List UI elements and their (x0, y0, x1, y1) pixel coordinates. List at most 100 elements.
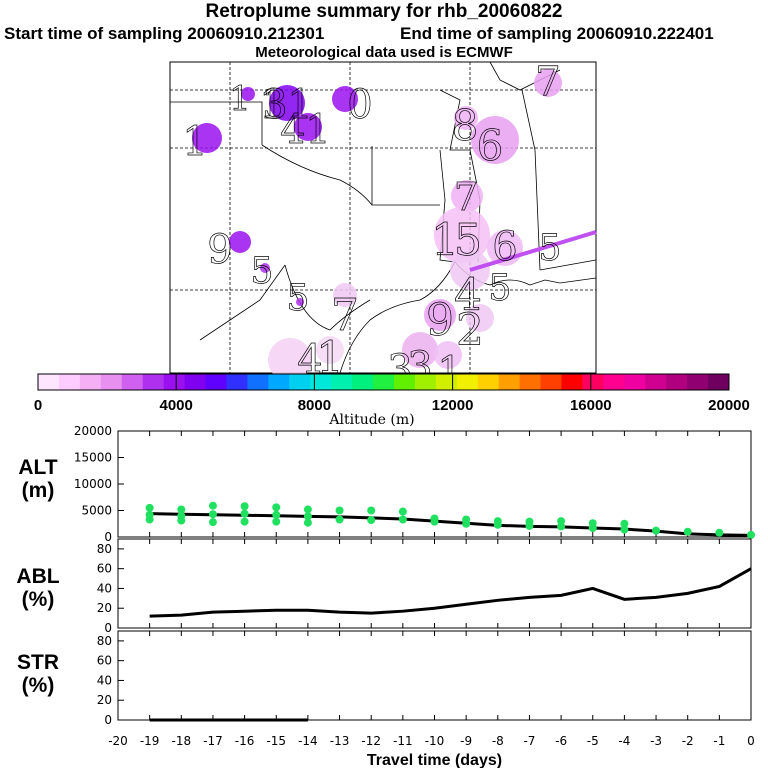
xtick-label: -19 (140, 734, 160, 748)
plume-number-label: 5 (454, 215, 482, 266)
alt-spread-point (430, 517, 439, 526)
str-ytick-label: 20 (97, 693, 112, 707)
abl-ytick-label: 20 (97, 601, 112, 615)
alt-spread-point (398, 515, 407, 524)
abl-ytick-label: 0 (104, 621, 112, 635)
colorbar-tick-label: 4000 (160, 397, 193, 414)
time-series-panels: 05000100001500020000020406080020406080-2… (74, 424, 755, 768)
alt-ytick-label: 0 (104, 530, 112, 544)
x-axis-label: Travel time (days) (367, 752, 502, 768)
alt-spread-point (208, 518, 217, 527)
start-time-label: Start time of sampling 20060910.212301 (4, 24, 325, 43)
alt-spread-point (208, 510, 217, 519)
met-data-label: Meteorological data used is ECMWF (255, 44, 513, 61)
plume-number-label: 6 (492, 224, 517, 270)
colorbar-segment (498, 374, 521, 390)
colorbar-segment (100, 374, 123, 390)
alt-spread-point (335, 515, 344, 524)
plume-circles (192, 69, 562, 382)
str-unit: (%) (21, 674, 55, 697)
colorbar-segment (226, 374, 248, 390)
plume-number-label: 5 (539, 228, 562, 269)
xtick-label: -9 (460, 734, 472, 748)
plume-number-label: 9 (207, 227, 232, 273)
alt-spread-point (588, 523, 597, 532)
alt-spread-point (493, 520, 502, 529)
colorbar-segment (352, 374, 374, 390)
plume-circle (260, 263, 270, 273)
alt-spread-point (240, 517, 249, 526)
alt-spread-point (462, 519, 471, 528)
plume-number-label: 5 (287, 278, 310, 319)
colorbar-segment (708, 374, 730, 390)
xtick-label: -10 (425, 734, 445, 748)
xtick-label: -1 (713, 734, 725, 748)
colorbar-segment (540, 374, 562, 390)
plume-circle (316, 336, 344, 364)
alt-ytick-label: 5000 (81, 504, 112, 518)
alt-spread-point (335, 506, 344, 515)
coastline (339, 261, 456, 374)
alt-spread-point (145, 503, 154, 512)
xtick-label: -13 (330, 734, 350, 748)
colorbar-segment (456, 374, 479, 390)
plume-number-label: 1 (287, 82, 312, 128)
abl-series-line (149, 567, 752, 618)
plume-number-label: 8 (452, 101, 479, 150)
alt-panel-label: ALT (m) (8, 456, 68, 502)
colorbar-segment (666, 374, 688, 390)
plume-number-label: 0 (347, 82, 372, 128)
alt-spread-point (208, 501, 217, 510)
plume-number-label: 7 (535, 59, 560, 105)
alt-spread-point (145, 515, 154, 524)
plume-circle (332, 86, 358, 112)
alt-spread-point (303, 518, 312, 527)
colorbar-segment (435, 374, 458, 390)
state-border (261, 144, 440, 206)
colorbar-segment (393, 374, 416, 390)
plume-circle (402, 332, 438, 368)
str-ytick-label: 0 (104, 713, 112, 727)
sampling-times: Start time of sampling 20060910.212301 E… (4, 24, 764, 44)
alt-spread-point (272, 503, 281, 512)
alt-spread-point (367, 506, 376, 515)
colorbar-tick-label: 0 (34, 397, 42, 414)
plume-number-label: 7 (454, 175, 478, 219)
xtick-label: 0 (747, 734, 755, 748)
xtick-label: -20 (108, 734, 128, 748)
colorbar-tick-label: 8000 (298, 397, 331, 414)
colorbar-segment (163, 374, 186, 390)
alt-series-line (149, 512, 752, 537)
plume-circle (229, 231, 251, 253)
colorbar-segment (645, 374, 667, 390)
alt-spread-point (240, 502, 249, 511)
map-frame (169, 61, 597, 374)
alt-ytick-label: 15000 (74, 451, 112, 465)
colorbar-segment (373, 374, 395, 390)
xtick-label: -3 (650, 734, 662, 748)
alt-spread-point (303, 505, 312, 514)
end-time-label: End time of sampling 20060910.222401 (400, 24, 714, 43)
xtick-label: -6 (555, 734, 567, 748)
colorbar-segment (247, 374, 269, 390)
abl-unit: (%) (21, 588, 55, 611)
alt-spread-point (525, 521, 534, 530)
alt-spread-point (620, 525, 629, 534)
abl-panel-label: ABL (%) (8, 565, 68, 611)
plume-circle (451, 180, 483, 212)
alt-spread-point (715, 528, 724, 537)
colorbar-segment (268, 374, 290, 390)
chart-title: Retroplume summary for rhb_20060822 (205, 1, 563, 22)
abl-ytick-label: 40 (97, 581, 112, 595)
plume-circle (471, 116, 519, 164)
plume-circle (424, 299, 456, 331)
alt-spread-point (652, 526, 661, 535)
alt-spread-point (177, 516, 186, 525)
alt-unit: (m) (21, 479, 55, 502)
plume-circle (434, 207, 490, 263)
xtick-label: -7 (523, 734, 535, 748)
xtick-label: -16 (235, 734, 255, 748)
str-ytick-label: 60 (97, 654, 112, 668)
colorbar-tick-label: 12000 (432, 397, 474, 414)
